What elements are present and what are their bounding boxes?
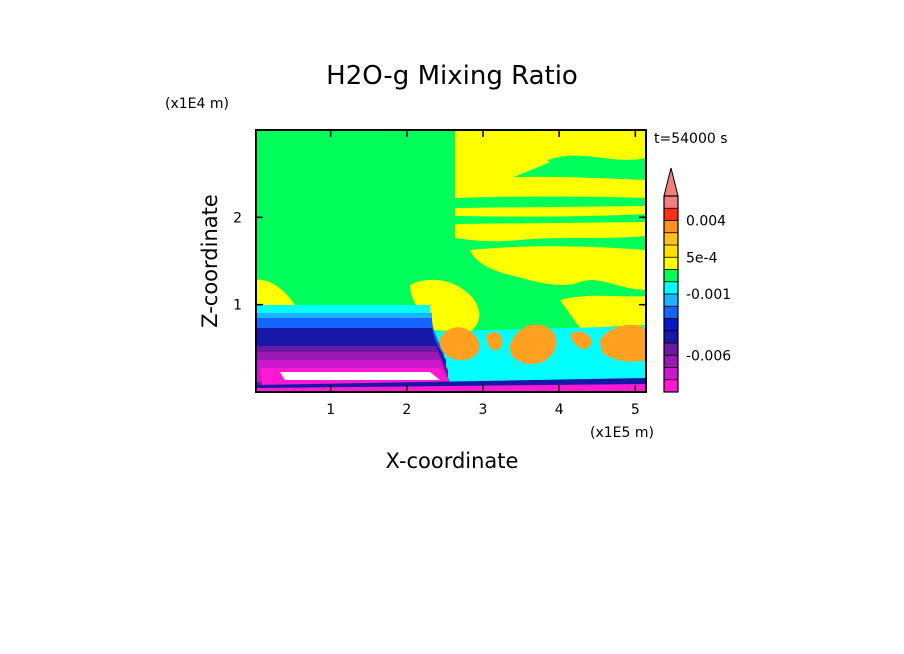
colorbar-swatch — [664, 306, 678, 319]
x-tick-label: 3 — [479, 402, 488, 418]
colorbar-swatch — [664, 196, 678, 209]
region-yellow-band-1 — [455, 176, 646, 198]
colorbar-extend-max — [663, 167, 679, 197]
x-axis: 1 2 3 4 5 — [326, 130, 640, 418]
colorbar-swatch — [664, 367, 678, 380]
region-yellow-band-3 — [455, 222, 646, 242]
region-yellow-mid — [470, 246, 646, 290]
colorbar-swatch — [664, 318, 678, 331]
colorbar-swatch — [664, 355, 678, 368]
x-tick-label: 4 — [555, 402, 564, 418]
colorbar-swatch — [664, 232, 678, 245]
colorbar: 0.004 5e-4 -0.001 -0.006 — [663, 167, 731, 393]
colorbar-label: -0.006 — [686, 348, 731, 364]
y-unit-label: (x1E4 m) — [165, 96, 229, 112]
x-tick-label: 1 — [326, 402, 335, 418]
x-tick-label: 5 — [631, 402, 640, 418]
colorbar-swatch — [664, 281, 678, 294]
colorbar-frame — [663, 195, 679, 393]
region-orange-cell-1 — [439, 327, 480, 361]
contour-field — [256, 130, 646, 392]
x-tick-label: 2 — [402, 402, 411, 418]
colorbar-swatch — [664, 208, 678, 221]
colorbar-swatch — [664, 343, 678, 356]
colorbar-swatch — [664, 379, 678, 392]
region-white-core — [280, 372, 440, 380]
y-tick-label: 1 — [233, 298, 242, 314]
colorbar-swatch — [664, 269, 678, 282]
colorbar-swatch — [664, 294, 678, 307]
colorbar-swatch — [664, 257, 678, 270]
colorbar-swatch — [664, 245, 678, 258]
region-yellow-band-2 — [455, 206, 646, 217]
region-yellow-top — [455, 130, 646, 195]
colorbar-label: 0.004 — [686, 214, 726, 230]
time-label: t=54000 s — [654, 131, 728, 147]
y-tick-label: 2 — [233, 210, 242, 226]
y-axis-label: Z-coordinate — [198, 194, 222, 328]
x-unit-label: (x1E5 m) — [590, 425, 654, 441]
colorbar-label: -0.001 — [686, 287, 731, 303]
plot-frame — [255, 129, 647, 393]
region-orange-cell-3 — [600, 324, 646, 362]
colorbar-swatch — [664, 220, 678, 233]
region-orange-cell-2 — [509, 324, 557, 365]
x-axis-label: X-coordinate — [386, 449, 519, 473]
y-axis: 12 — [233, 210, 646, 314]
chart-title: H2O-g Mixing Ratio — [326, 61, 578, 91]
colorbar-label: 5e-4 — [686, 250, 718, 266]
colorbar-swatch — [664, 330, 678, 343]
